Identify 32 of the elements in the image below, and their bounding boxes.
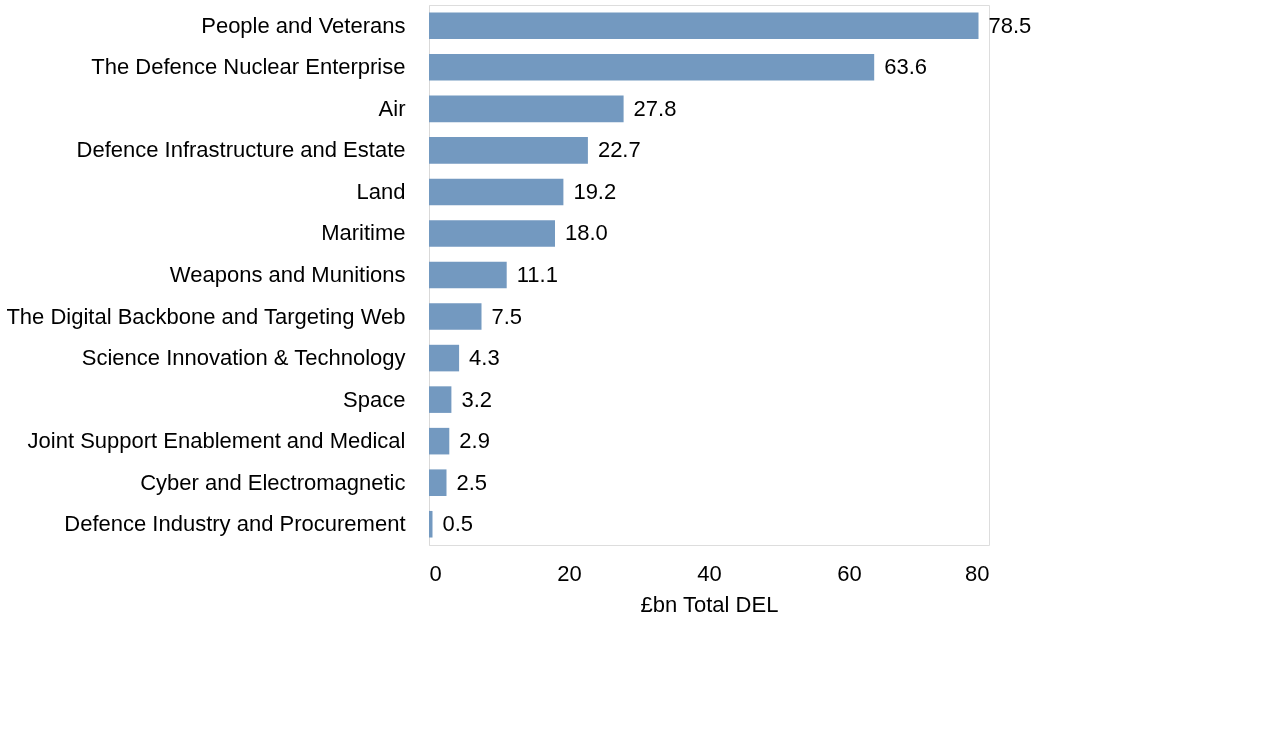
y-tick-label: Science Innovation & Technology xyxy=(81,345,406,371)
y-tick-label: Air xyxy=(378,95,406,121)
data-label: 18.0 xyxy=(565,220,608,246)
x-tick-label: 60 xyxy=(837,560,862,586)
data-label: 3.2 xyxy=(461,386,492,412)
x-tick-label: 0 xyxy=(429,560,442,586)
data-label: 22.7 xyxy=(597,137,641,163)
data-label: 4.3 xyxy=(469,345,500,371)
data-label: 63.6 xyxy=(884,54,928,80)
x-axis-title: £bn Total DEL xyxy=(640,591,779,617)
y-tick-label: Joint Support Enablement and Medical xyxy=(27,428,406,454)
y-tick-label: Space xyxy=(343,386,406,412)
data-label: 19.2 xyxy=(573,178,617,204)
x-tick-label: 20 xyxy=(557,560,582,586)
data-label: 27.8 xyxy=(633,95,677,121)
y-tick-label: Defence Infrastructure and Estate xyxy=(76,137,406,163)
data-label: 2.5 xyxy=(456,469,488,495)
y-tick-label: Cyber and Electromagnetic xyxy=(140,469,406,495)
data-label: 7.5 xyxy=(491,303,523,329)
x-tick-label: 40 xyxy=(697,560,722,586)
x-tick-label: 80 xyxy=(965,560,990,586)
y-tick-label: The Digital Backbone and Targeting Web xyxy=(6,303,406,329)
y-tick-label: The Defence Nuclear Enterprise xyxy=(91,54,406,80)
y-tick-label: Defence Industry and Procurement xyxy=(64,511,406,537)
y-tick-label: People and Veterans xyxy=(201,12,406,38)
y-tick-label: Maritime xyxy=(321,220,406,246)
y-tick-label: Weapons and Munitions xyxy=(169,262,406,287)
data-label: 2.9 xyxy=(459,428,490,454)
data-label: 0.5 xyxy=(442,511,474,537)
data-label: 78.5 xyxy=(988,12,1032,38)
data-label: 11.1 xyxy=(516,262,558,287)
y-tick-label: Land xyxy=(356,178,406,204)
